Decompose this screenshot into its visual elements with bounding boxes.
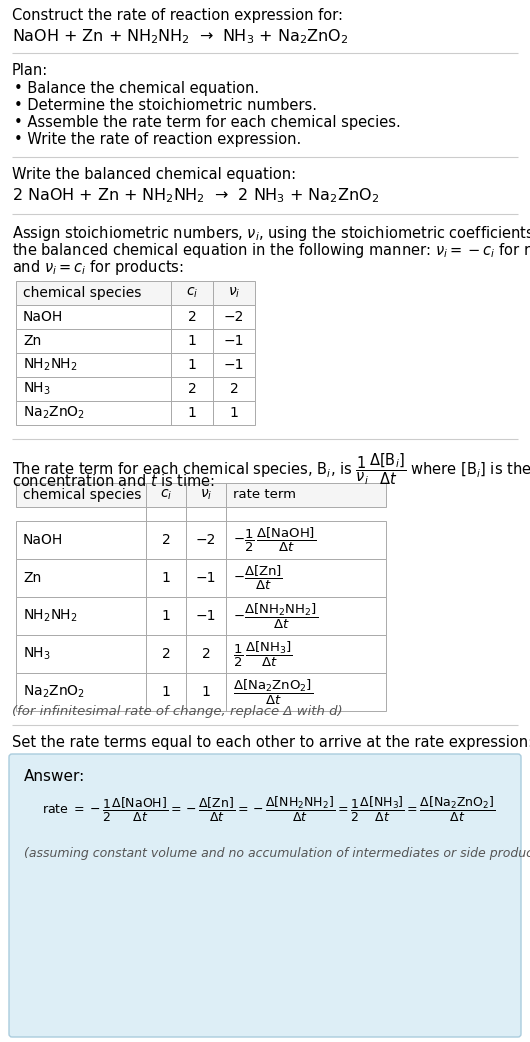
Bar (16, 559, 386, 597)
Text: 2: 2 (188, 382, 197, 396)
Text: $c_i$: $c_i$ (186, 286, 198, 300)
Text: −1: −1 (196, 571, 216, 585)
Text: −1: −1 (224, 358, 244, 372)
Text: NH$_2$NH$_2$: NH$_2$NH$_2$ (23, 356, 78, 373)
Text: • Determine the stoichiometric numbers.: • Determine the stoichiometric numbers. (14, 98, 317, 113)
Text: Na$_2$ZnO$_2$: Na$_2$ZnO$_2$ (23, 404, 85, 421)
Bar (16, 483, 386, 507)
FancyBboxPatch shape (9, 754, 521, 1037)
Text: the balanced chemical equation in the following manner: $\nu_i = -c_i$ for react: the balanced chemical equation in the fo… (12, 241, 530, 260)
Text: • Assemble the rate term for each chemical species.: • Assemble the rate term for each chemic… (14, 115, 401, 130)
Text: Answer:: Answer: (24, 769, 85, 784)
Text: NH$_3$: NH$_3$ (23, 646, 51, 663)
Text: (assuming constant volume and no accumulation of intermediates or side products): (assuming constant volume and no accumul… (24, 847, 530, 860)
Text: • Write the rate of reaction expression.: • Write the rate of reaction expression. (14, 132, 301, 147)
Text: $c_i$: $c_i$ (160, 488, 172, 502)
Bar (16, 521, 386, 559)
Text: Zn: Zn (23, 334, 41, 348)
Bar (16, 597, 386, 635)
Text: 2: 2 (201, 647, 210, 661)
Bar (16, 377, 255, 401)
Text: Write the balanced chemical equation:: Write the balanced chemical equation: (12, 167, 296, 182)
Text: concentration and $t$ is time:: concentration and $t$ is time: (12, 473, 215, 489)
Bar (16, 673, 386, 711)
Text: 1: 1 (162, 685, 171, 699)
Text: NH$_3$: NH$_3$ (23, 380, 51, 397)
Text: and $\nu_i = c_i$ for products:: and $\nu_i = c_i$ for products: (12, 258, 184, 277)
Text: −1: −1 (224, 334, 244, 348)
Text: $\nu_i$: $\nu_i$ (200, 488, 212, 502)
Text: 2 NaOH + Zn + NH$_2$NH$_2$  →  2 NH$_3$ + Na$_2$ZnO$_2$: 2 NaOH + Zn + NH$_2$NH$_2$ → 2 NH$_3$ + … (12, 187, 379, 204)
Text: 2: 2 (229, 382, 239, 396)
Text: 1: 1 (162, 571, 171, 585)
Text: −2: −2 (224, 311, 244, 324)
Text: rate $= -\dfrac{1}{2}\dfrac{\Delta[\mathrm{NaOH}]}{\Delta t} = -\dfrac{\Delta[\m: rate $= -\dfrac{1}{2}\dfrac{\Delta[\math… (42, 795, 496, 824)
Text: $-\dfrac{\Delta[\mathrm{NH_2NH_2}]}{\Delta t}$: $-\dfrac{\Delta[\mathrm{NH_2NH_2}]}{\Del… (233, 601, 318, 630)
Bar (16, 281, 255, 305)
Text: 1: 1 (201, 685, 210, 699)
Text: $-\dfrac{1}{2}\,\dfrac{\Delta[\mathrm{NaOH}]}{\Delta t}$: $-\dfrac{1}{2}\,\dfrac{\Delta[\mathrm{Na… (233, 526, 316, 554)
Text: 1: 1 (162, 609, 171, 623)
Text: Construct the rate of reaction expression for:: Construct the rate of reaction expressio… (12, 8, 343, 23)
Text: • Balance the chemical equation.: • Balance the chemical equation. (14, 81, 259, 96)
Text: −2: −2 (196, 534, 216, 547)
Text: Set the rate terms equal to each other to arrive at the rate expression:: Set the rate terms equal to each other t… (12, 735, 530, 750)
Text: 2: 2 (162, 647, 170, 661)
Bar (16, 329, 255, 353)
Text: NaOH: NaOH (23, 534, 63, 547)
Text: $\nu_i$: $\nu_i$ (228, 286, 240, 300)
Text: $-\dfrac{\Delta[\mathrm{Zn}]}{\Delta t}$: $-\dfrac{\Delta[\mathrm{Zn}]}{\Delta t}$ (233, 564, 283, 592)
Bar (16, 401, 255, 425)
Text: 1: 1 (188, 358, 197, 372)
Text: 1: 1 (188, 334, 197, 348)
Bar (16, 635, 386, 673)
Text: 2: 2 (162, 534, 170, 547)
Text: chemical species: chemical species (23, 488, 142, 502)
Bar (16, 305, 255, 329)
Text: NaOH: NaOH (23, 311, 63, 324)
Text: Assign stoichiometric numbers, $\nu_i$, using the stoichiometric coefficients, $: Assign stoichiometric numbers, $\nu_i$, … (12, 224, 530, 243)
Text: 1: 1 (188, 406, 197, 420)
Text: 1: 1 (229, 406, 239, 420)
Text: NH$_2$NH$_2$: NH$_2$NH$_2$ (23, 607, 78, 624)
Text: 2: 2 (188, 311, 197, 324)
Text: $\dfrac{1}{2}\,\dfrac{\Delta[\mathrm{NH_3}]}{\Delta t}$: $\dfrac{1}{2}\,\dfrac{\Delta[\mathrm{NH_… (233, 640, 293, 669)
Text: rate term: rate term (233, 489, 296, 501)
Text: −1: −1 (196, 609, 216, 623)
Bar (16, 353, 255, 377)
Text: Plan:: Plan: (12, 63, 48, 78)
Text: chemical species: chemical species (23, 286, 142, 300)
Text: Zn: Zn (23, 571, 41, 585)
Text: $\dfrac{\Delta[\mathrm{Na_2ZnO_2}]}{\Delta t}$: $\dfrac{\Delta[\mathrm{Na_2ZnO_2}]}{\Del… (233, 677, 313, 706)
Text: NaOH + Zn + NH$_2$NH$_2$  →  NH$_3$ + Na$_2$ZnO$_2$: NaOH + Zn + NH$_2$NH$_2$ → NH$_3$ + Na$_… (12, 27, 349, 46)
Text: (for infinitesimal rate of change, replace Δ with d): (for infinitesimal rate of change, repla… (12, 705, 342, 718)
Text: The rate term for each chemical species, B$_i$, is $\dfrac{1}{\nu_i}\dfrac{\Delt: The rate term for each chemical species,… (12, 451, 530, 487)
Text: Na$_2$ZnO$_2$: Na$_2$ZnO$_2$ (23, 684, 85, 700)
